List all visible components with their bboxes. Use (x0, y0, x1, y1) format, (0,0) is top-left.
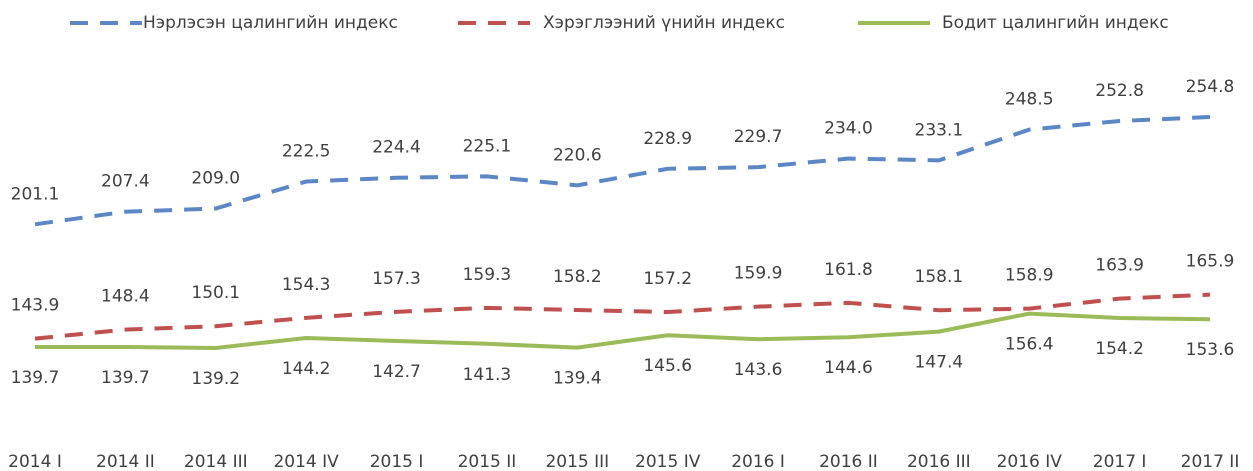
x-tick-label: 2015 II (458, 452, 517, 471)
x-tick-label: 2015 III (545, 452, 609, 471)
x-tick-label: 2016 IV (997, 452, 1063, 471)
data-label: 201.1 (11, 184, 60, 204)
data-label: 158.9 (1005, 266, 1054, 286)
data-label: 150.1 (191, 283, 240, 303)
x-tick-label: 2015 IV (635, 452, 701, 471)
data-label: 144.2 (282, 359, 331, 379)
x-tick-label: 2017 I (1093, 452, 1147, 471)
data-label: 159.3 (463, 265, 512, 285)
data-label: 209.0 (191, 169, 240, 189)
x-tick-label: 2014 IV (273, 452, 339, 471)
data-label: 234.0 (824, 119, 873, 139)
data-label: 159.9 (734, 264, 783, 284)
data-label: 163.9 (1095, 256, 1144, 276)
data-label: 220.6 (553, 145, 602, 165)
legend-label: Нэрлэсэн цалингийн индекс (143, 13, 398, 33)
data-label: 143.9 (11, 296, 60, 316)
data-label: 222.5 (282, 142, 331, 162)
data-label: 228.9 (643, 129, 692, 149)
data-label: 139.4 (553, 369, 602, 389)
data-label: 154.3 (282, 275, 331, 295)
data-label: 141.3 (463, 365, 512, 385)
x-tick-label: 2016 II (819, 452, 878, 471)
series-line (34, 292, 1211, 341)
data-label: 139.7 (101, 368, 150, 388)
data-label: 233.1 (915, 120, 964, 140)
data-label: 156.4 (1005, 335, 1054, 355)
x-tick-label: 2017 II (1181, 452, 1240, 471)
x-tick-label: 2014 II (96, 452, 155, 471)
data-label: 229.7 (734, 127, 783, 147)
data-label: 142.7 (372, 362, 421, 382)
data-label: 165.9 (1186, 252, 1235, 272)
data-label: 148.4 (101, 287, 150, 307)
x-tick-label: 2015 I (370, 452, 424, 471)
x-tick-label: 2016 I (731, 452, 785, 471)
data-label: 161.8 (824, 260, 873, 280)
data-label: 158.1 (915, 267, 964, 287)
data-label: 225.1 (463, 136, 512, 156)
x-tick-label: 2014 III (184, 452, 248, 471)
data-label: 224.4 (372, 138, 421, 158)
data-label: 248.5 (1005, 90, 1054, 110)
data-label: 139.2 (191, 369, 240, 389)
data-label: 158.2 (553, 267, 602, 287)
data-label: 207.4 (101, 172, 150, 192)
data-label: 144.6 (824, 358, 873, 378)
legend-label: Хэрэглээний үнийн индекс (543, 13, 785, 33)
data-label: 139.7 (11, 368, 60, 388)
data-label: 145.6 (643, 356, 692, 376)
data-label: 252.8 (1095, 81, 1144, 101)
data-label: 154.2 (1095, 339, 1144, 359)
data-label: 153.6 (1186, 340, 1235, 360)
data-label: 143.6 (734, 360, 783, 380)
series-line (35, 311, 1211, 351)
data-label: 157.3 (372, 269, 421, 289)
x-tick-label: 2014 I (8, 452, 62, 471)
data-label: 254.8 (1186, 77, 1235, 97)
data-label: 157.2 (643, 269, 692, 289)
series-line (34, 115, 1211, 227)
legend-label: Бодит цалингийн индекс (942, 13, 1169, 33)
x-tick-label: 2016 III (907, 452, 971, 471)
data-label: 147.4 (915, 353, 964, 373)
